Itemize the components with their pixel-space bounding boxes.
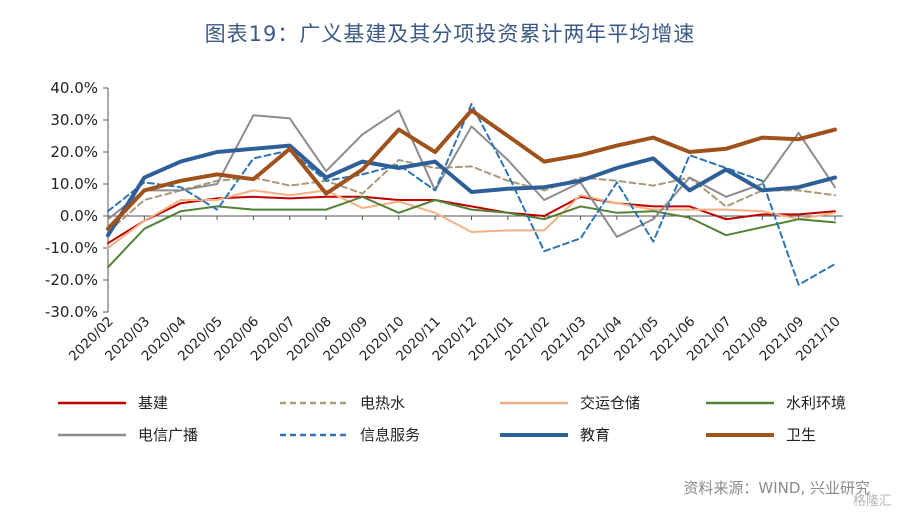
series-layer <box>106 103 837 286</box>
legend-label-7: 教育 <box>580 426 610 444</box>
legend-label-3: 交运仓储 <box>580 394 640 412</box>
series-line-7 <box>106 143 837 238</box>
y-tick-label: 0.0% <box>60 207 98 225</box>
axes: 40.0% 30.0% 20.0% 10.0% 0.0% -10.0% -20.0% -30.… <box>45 79 844 364</box>
legend-label-2: 电热水 <box>360 394 405 412</box>
series-line-4 <box>107 195 836 269</box>
y-tick-label: 10.0% <box>50 175 98 193</box>
series-line-8 <box>106 108 837 231</box>
y-tick-label: -20.0% <box>45 271 98 289</box>
legend-label-4: 水利环境 <box>786 394 846 412</box>
legend-label-8: 卫生 <box>786 426 816 444</box>
y-tick-label: -10.0% <box>45 239 98 257</box>
y-tick-label: 40.0% <box>50 79 98 97</box>
source-note: 资料来源：WIND, 兴业研究 <box>683 479 870 497</box>
watermark: 格隆汇 <box>852 494 892 509</box>
series-line-1 <box>107 195 836 245</box>
series-line-3 <box>107 189 836 249</box>
series-line-6 <box>107 103 836 286</box>
series-line-2 <box>107 159 836 233</box>
legend-label-5: 电信广播 <box>138 426 198 444</box>
y-tick-label: 20.0% <box>50 143 98 161</box>
chart-title: 图表19：广义基建及其分项投资累计两年平均增速 <box>204 22 696 46</box>
y-tick-label: -30.0% <box>45 303 98 321</box>
series-line-5 <box>107 109 836 238</box>
y-tick-label: 30.0% <box>50 111 98 129</box>
legend-label-6: 信息服务 <box>360 426 420 444</box>
legend-label-1: 基建 <box>138 394 168 412</box>
